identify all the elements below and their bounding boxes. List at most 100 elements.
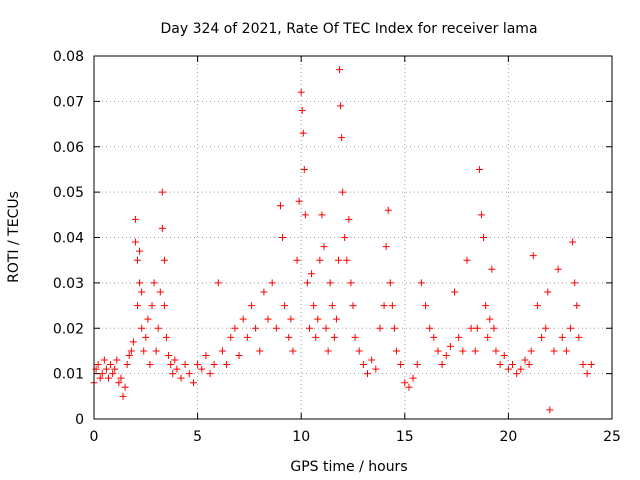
data-point: [492, 347, 500, 355]
data-point: [527, 347, 535, 355]
data-point: [247, 302, 255, 310]
data-point: [144, 315, 152, 323]
data-point: [372, 365, 380, 373]
data-point: [525, 361, 533, 369]
data-point: [542, 324, 550, 332]
x-tick-label: 15: [396, 429, 414, 445]
data-point: [386, 279, 394, 287]
data-point: [158, 224, 166, 232]
data-point: [256, 347, 264, 355]
data-point: [140, 347, 148, 355]
data-point: [264, 315, 272, 323]
data-point: [521, 356, 529, 364]
data-point: [496, 361, 504, 369]
data-point: [451, 288, 459, 296]
x-tick-label: 10: [292, 429, 310, 445]
y-tick-label: 0.07: [53, 94, 84, 110]
data-point: [544, 288, 552, 296]
data-point: [181, 361, 189, 369]
data-point: [473, 324, 481, 332]
data-point: [173, 365, 181, 373]
y-axis-label: ROTI / TECUs: [6, 191, 22, 283]
data-point: [320, 243, 328, 251]
x-tick-label: 0: [90, 429, 99, 445]
data-point: [345, 215, 353, 223]
data-point: [538, 333, 546, 341]
data-point: [125, 351, 133, 359]
data-point: [490, 324, 498, 332]
data-point: [324, 347, 332, 355]
data-point: [167, 361, 175, 369]
data-point: [239, 315, 247, 323]
data-point: [152, 347, 160, 355]
data-point: [111, 365, 119, 373]
data-point: [123, 361, 131, 369]
data-point: [285, 333, 293, 341]
data-point: [297, 88, 305, 96]
data-point: [146, 361, 154, 369]
data-point: [558, 333, 566, 341]
data-point: [390, 324, 398, 332]
data-point: [154, 324, 162, 332]
data-point: [488, 265, 496, 273]
data-point: [138, 288, 146, 296]
data-point: [301, 211, 309, 219]
data-point: [477, 211, 485, 219]
data-point: [575, 333, 583, 341]
data-point: [136, 279, 144, 287]
data-point: [587, 361, 595, 369]
y-axis-tick-labels: 0 0.01 0.02 0.03 0.04 0.05 0.06 0.07 0.08: [53, 49, 84, 428]
data-point: [142, 333, 150, 341]
data-point: [567, 324, 575, 332]
data-point: [339, 188, 347, 196]
data-point: [119, 392, 127, 400]
data-point: [185, 370, 193, 378]
data-point: [134, 256, 142, 264]
data-point: [482, 302, 490, 310]
y-tick-label: 0.02: [53, 321, 84, 337]
data-point: [163, 333, 171, 341]
data-point: [113, 356, 121, 364]
data-point: [131, 215, 139, 223]
x-axis-tick-labels: 0 5 10 15 20 25: [90, 429, 621, 445]
data-point: [573, 302, 581, 310]
data-point: [376, 324, 384, 332]
data-point: [272, 324, 280, 332]
data-point: [442, 351, 450, 359]
data-point: [127, 347, 135, 355]
data-point: [471, 347, 479, 355]
data-point: [438, 361, 446, 369]
data-point: [459, 347, 467, 355]
data-point: [169, 370, 177, 378]
data-point: [330, 333, 338, 341]
data-point: [252, 324, 260, 332]
data-point: [351, 333, 359, 341]
data-point: [316, 256, 324, 264]
data-point: [160, 256, 168, 264]
data-point: [430, 333, 438, 341]
y-tick-label: 0.08: [53, 49, 84, 65]
data-point: [105, 374, 113, 382]
data-point: [268, 279, 276, 287]
data-point: [338, 134, 346, 142]
data-point: [455, 333, 463, 341]
data-point: [426, 324, 434, 332]
data-point: [343, 256, 351, 264]
data-point: [160, 302, 168, 310]
data-point: [158, 188, 166, 196]
data-point: [368, 356, 376, 364]
data-point: [150, 279, 158, 287]
data-point: [509, 361, 517, 369]
data-point: [243, 333, 251, 341]
data-point: [289, 347, 297, 355]
data-point: [189, 379, 197, 387]
y-tick-label: 0.04: [53, 231, 84, 247]
data-point: [177, 374, 185, 382]
data-point: [405, 383, 413, 391]
data-point: [569, 238, 577, 246]
data-point: [194, 361, 202, 369]
data-point: [94, 361, 102, 369]
data-point: [533, 302, 541, 310]
data-point: [480, 234, 488, 241]
